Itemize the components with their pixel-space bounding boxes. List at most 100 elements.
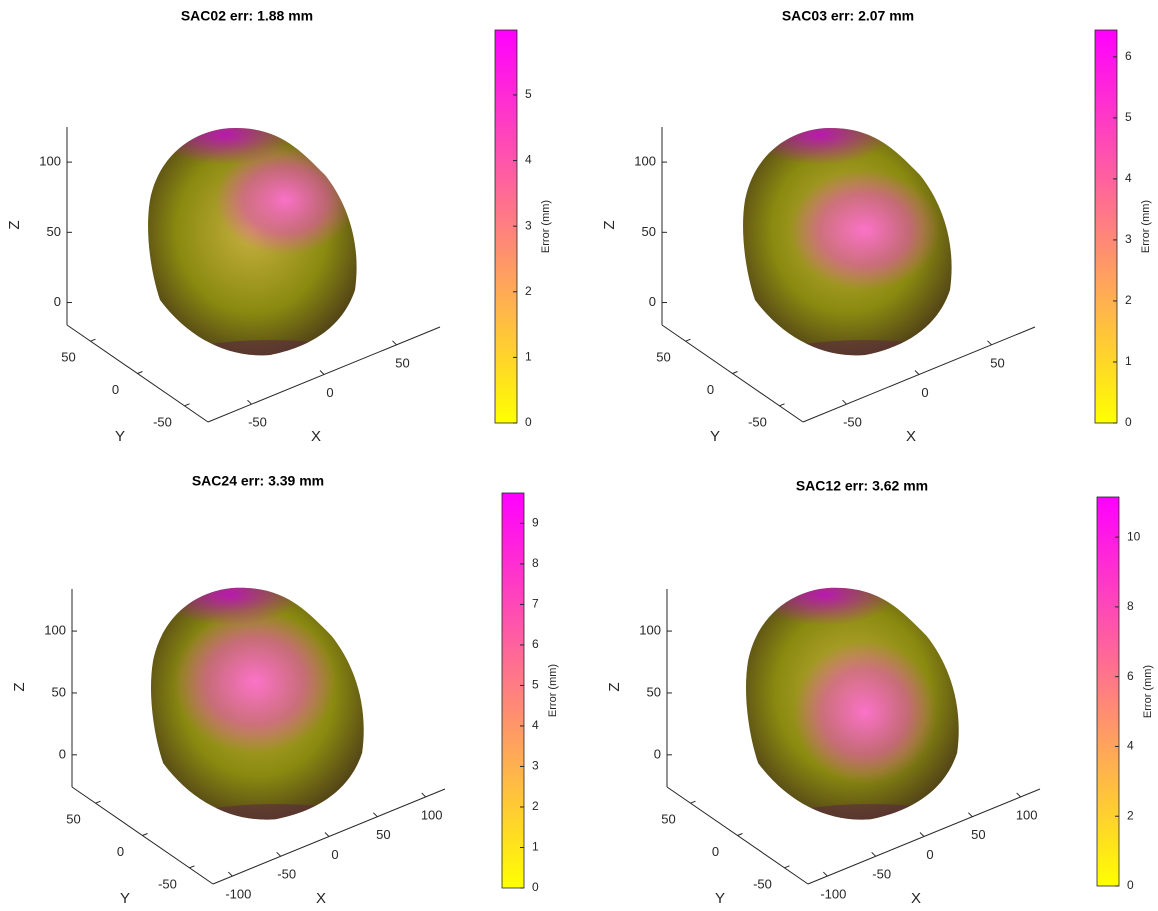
panel: SAC24 err: 3.39 mm050100-50050-100-50050… xyxy=(11,473,559,907)
panel-title: SAC03 err: 2.07 mm xyxy=(782,8,914,24)
z-axis-label: Z xyxy=(6,220,23,229)
y-tick xyxy=(733,372,738,374)
x-tick-label: -50 xyxy=(277,867,296,882)
colorbar-tick-label: 4 xyxy=(525,153,532,167)
y-tick-label: 50 xyxy=(61,350,75,365)
x-tick-label: 100 xyxy=(421,807,443,822)
colorbar-tick-label: 6 xyxy=(1127,669,1134,683)
colorbar xyxy=(1095,30,1117,423)
y-axis-label: Y xyxy=(115,428,125,445)
z-tick-label: 0 xyxy=(59,746,66,761)
colorbar-tick-label: 5 xyxy=(525,87,532,101)
colorbar-tick-label: 0 xyxy=(532,880,539,894)
x-axis-label: X xyxy=(911,890,921,907)
x-tick-label: 50 xyxy=(395,355,409,370)
colorbar xyxy=(1097,497,1119,886)
z-axis-label: Z xyxy=(606,682,623,691)
y-tick xyxy=(96,801,101,803)
colorbar-tick-label: 8 xyxy=(532,556,539,570)
x-tick-label: -100 xyxy=(820,887,846,902)
colorbar-tick-label: 3 xyxy=(525,218,532,232)
z-tick-label: 50 xyxy=(52,684,66,699)
colorbar xyxy=(502,493,524,888)
y-tick xyxy=(143,834,148,836)
colorbar-tick-label: 0 xyxy=(1127,878,1134,892)
x-tick xyxy=(325,833,329,837)
z-tick-label: 50 xyxy=(642,224,656,239)
surface xyxy=(148,105,380,390)
y-tick-label: 50 xyxy=(66,812,80,827)
colorbar-tick-label: 4 xyxy=(532,718,539,732)
y-tick xyxy=(91,339,96,341)
colorbar-tick-label: 2 xyxy=(532,799,539,813)
colorbar-tick-label: 10 xyxy=(1127,529,1141,543)
x-tick xyxy=(373,813,377,817)
y-tick xyxy=(138,372,143,374)
y-axis-label: Y xyxy=(710,428,720,445)
x-tick-label: 0 xyxy=(331,847,338,862)
x-tick xyxy=(843,400,847,404)
y-tick-label: 0 xyxy=(712,844,719,859)
y-tick xyxy=(738,834,743,836)
colorbar-tick-label: 4 xyxy=(1125,171,1132,185)
z-axis-label: Z xyxy=(601,220,618,229)
colorbar-tick-label: 5 xyxy=(1125,110,1132,124)
x-tick xyxy=(277,852,281,856)
colorbar-tick-label: 8 xyxy=(1127,599,1134,613)
surface-rim xyxy=(163,804,387,855)
y-tick-label: -50 xyxy=(158,876,177,891)
z-tick-label: 0 xyxy=(654,746,661,761)
surface xyxy=(743,105,975,390)
x-tick xyxy=(988,341,992,345)
surface xyxy=(746,564,983,855)
x-tick-label: 100 xyxy=(1016,807,1038,822)
colorbar-tick-label: 2 xyxy=(1125,293,1132,307)
colorbar-tick-label: 5 xyxy=(532,678,539,692)
y-tick xyxy=(686,339,691,341)
y-tick-label: -50 xyxy=(748,414,767,429)
x-tick xyxy=(228,872,232,876)
x-tick xyxy=(393,341,397,345)
z-axis-label: Z xyxy=(11,682,28,691)
surface-hot xyxy=(794,641,937,784)
z-tick-label: 50 xyxy=(647,684,661,699)
x-tick-label: 50 xyxy=(990,355,1004,370)
surface xyxy=(151,564,388,855)
colorbar-tick-label: 4 xyxy=(1127,739,1134,753)
x-tick xyxy=(248,400,252,404)
y-tick xyxy=(785,866,790,868)
colorbar-tick-label: 7 xyxy=(532,597,539,611)
y-tick-label: 0 xyxy=(117,844,124,859)
surface-cap xyxy=(158,564,301,625)
colorbar-tick-label: 2 xyxy=(1127,808,1134,822)
x-tick-label: -100 xyxy=(225,887,251,902)
surface-cap xyxy=(155,105,295,165)
z-tick-label: 50 xyxy=(47,224,61,239)
z-tick-label: 0 xyxy=(649,294,656,309)
colorbar-tick-label: 9 xyxy=(532,516,539,530)
colorbar-tick-label: 0 xyxy=(525,415,532,429)
x-tick-label: -50 xyxy=(248,415,267,430)
colorbar-tick-label: 1 xyxy=(525,350,532,364)
y-tick xyxy=(185,404,190,406)
y-tick-label: 0 xyxy=(707,382,714,397)
x-tick-label: 50 xyxy=(971,827,985,842)
surface-hot xyxy=(173,610,336,753)
x-tick xyxy=(422,793,426,797)
colorbar-label: Error (mm) xyxy=(547,664,559,717)
colorbar-tick-label: 0 xyxy=(1125,415,1132,429)
panel-title: SAC12 err: 3.62 mm xyxy=(796,478,928,494)
x-tick-label: 50 xyxy=(376,827,390,842)
surface-rim xyxy=(758,804,982,855)
x-tick xyxy=(920,833,924,837)
x-tick xyxy=(320,371,324,375)
colorbar-tick-label: 1 xyxy=(1125,354,1132,368)
x-tick xyxy=(1017,793,1021,797)
x-tick xyxy=(823,872,827,876)
x-tick-label: 0 xyxy=(926,847,933,862)
panel-title: SAC24 err: 3.39 mm xyxy=(192,473,324,489)
z-tick-label: 100 xyxy=(44,623,66,638)
figure: SAC02 err: 1.88 mm050100-50050-50050ZYX0… xyxy=(0,0,1158,911)
